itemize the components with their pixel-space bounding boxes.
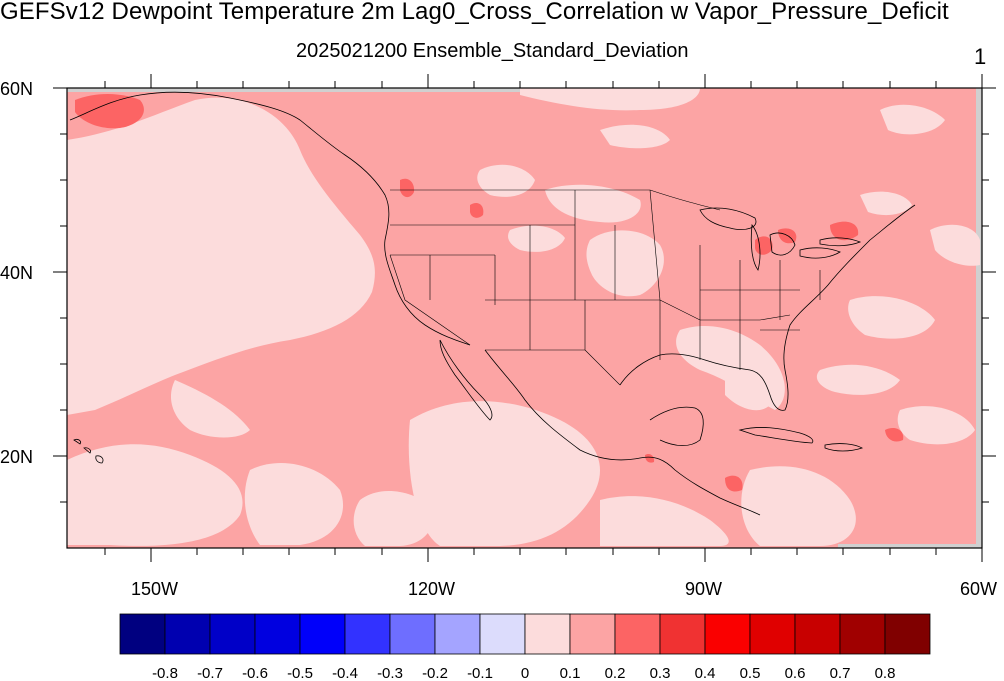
lat-tick-label: 20N: [0, 447, 33, 467]
colorbar-label: -0.4: [332, 665, 358, 681]
field-low-regions: [67, 88, 980, 546]
colorbar: -0.8 -0.7 -0.6 -0.5 -0.4 -0.3 -0.2 -0.1 0 0.1 0.2 0…: [119, 613, 931, 681]
colorbar-swatch: [569, 613, 616, 655]
colorbar-label: 0: [521, 665, 529, 681]
coastlines: [69, 91, 916, 516]
colorbar-swatch: [524, 613, 571, 655]
lon-tick-label: 120W: [408, 579, 455, 599]
map-title: GEFSv12 Dewpoint Temperature 2m Lag0_Cro…: [0, 0, 949, 25]
colorbar-label: -0.7: [197, 665, 223, 681]
colorbar-swatch: [794, 613, 841, 655]
colorbar-swatch: [434, 613, 481, 655]
colorbar-label: -0.3: [377, 665, 403, 681]
colorbar-swatch: [839, 613, 886, 655]
colorbar-swatch: [749, 613, 796, 655]
colorbar-swatch: [704, 613, 751, 655]
colorbar-label: -0.1: [467, 665, 493, 681]
map-subtitle: 2025021200 Ensemble_Standard_Deviation: [296, 40, 689, 62]
colorbar-swatch: [479, 613, 526, 655]
colorbar-swatch: [344, 613, 391, 655]
colorbar-label: 0.2: [605, 665, 626, 681]
colorbar-label: 0.6: [785, 665, 806, 681]
colorbar-label: 0.7: [830, 665, 851, 681]
colorbar-label: 0.4: [695, 665, 716, 681]
colorbar-swatch: [614, 613, 661, 655]
colorbar-swatch: [389, 613, 436, 655]
colorbar-label: 0.1: [560, 665, 581, 681]
field-high-regions: [75, 94, 904, 492]
colorbar-swatch: [119, 613, 166, 655]
colorbar-swatch: [209, 613, 256, 655]
colorbar-swatch: [254, 613, 301, 655]
colorbar-label: 0.3: [650, 665, 671, 681]
lon-tick-label: 60W: [960, 579, 997, 599]
lat-tick-label: 60N: [0, 79, 33, 99]
colorbar-label: 0.5: [740, 665, 761, 681]
colorbar-label: -0.2: [422, 665, 448, 681]
corner-label: 1: [974, 44, 987, 69]
colorbar-swatch: [659, 613, 706, 655]
colorbar-label: -0.6: [242, 665, 268, 681]
colorbar-swatch: [164, 613, 211, 655]
lat-tick-label: 40N: [0, 263, 33, 283]
lon-tick-label: 90W: [685, 579, 722, 599]
map-field: [67, 88, 982, 548]
colorbar-label: -0.5: [287, 665, 313, 681]
lon-tick-label: 150W: [131, 579, 178, 599]
colorbar-swatch: [299, 613, 346, 655]
axis-ticks: [53, 74, 996, 562]
colorbar-swatch: [884, 613, 931, 655]
state-borders: [389, 189, 821, 386]
colorbar-label: -0.8: [152, 665, 178, 681]
colorbar-label: 0.8: [875, 665, 896, 681]
